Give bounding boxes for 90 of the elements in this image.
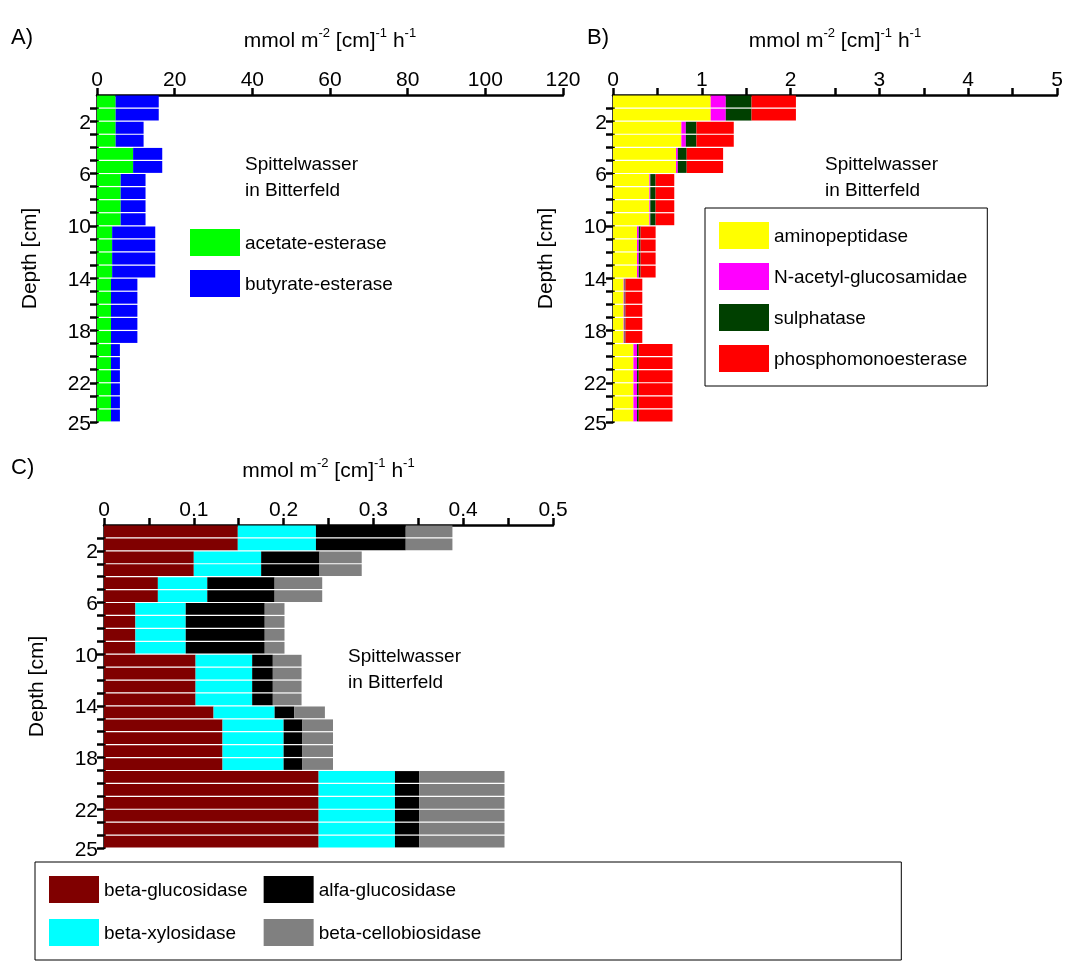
x-tick-label: 3 [873,67,886,90]
x-tick-label: 4 [962,67,975,90]
y-tick-label: 18 [74,746,98,770]
y-tick-label: 10 [583,214,607,238]
legend-label: alfa-glucosidase [318,879,456,900]
y-tick-label: 14 [74,694,99,718]
y-tick-label: 18 [67,318,91,342]
x-tick-label: 120 [545,67,581,90]
y-tick-label: 18 [583,318,607,342]
y-axis-title: Depth [cm] [533,207,556,310]
x-tick-label: 1 [695,67,708,90]
bar [237,525,316,538]
legend-label: phosphomonoesterase [774,348,968,369]
bar [613,409,634,422]
y-tick-label: 10 [67,214,91,238]
bar [710,95,726,108]
bar [97,95,116,108]
bar [751,95,796,108]
bar [613,95,711,108]
bar [112,252,156,265]
bar [115,95,159,108]
y-tick-label: 14 [583,266,608,290]
y-tick-label: 6 [595,161,607,185]
bar [725,95,752,108]
x-tick-label: 0.4 [448,497,479,520]
bar [195,680,253,693]
bar [405,525,453,538]
bar [751,108,796,121]
bar [104,835,319,848]
x-tick-label: 0.1 [179,497,209,520]
y-tick-label: 6 [86,591,98,615]
legend-label: N-acetyl-glucosamidae [774,266,968,287]
bar [638,409,673,422]
x-tick-label: 100 [467,67,503,90]
y-tick-label: 6 [79,161,91,185]
legend-label: beta-cellobiosidase [318,922,482,943]
bar [394,835,420,848]
y-tick-label: 10 [74,642,98,666]
x-tick-label: 20 [162,67,187,90]
bar [97,409,111,422]
y-tick-label: 22 [583,371,607,395]
y-axis-title: Depth [cm] [24,635,47,738]
x-tick-label: 0.2 [269,497,299,520]
bar [110,409,120,422]
y-tick-label: 25 [583,410,607,434]
bar [252,680,273,693]
annotation: Spittelwasser in Bitterfeld [245,152,364,200]
bar [725,108,752,121]
bar [640,252,656,265]
bar [318,835,395,848]
legend-label: acetate-esterase [245,232,387,253]
bar [419,835,505,848]
legend-label: beta-glucosidase [104,879,248,900]
x-tick-label: 0.3 [358,497,388,520]
x-tick-label: 0.5 [538,497,568,520]
y-tick-label: 22 [67,371,91,395]
x-tick-label: 40 [240,67,265,90]
y-tick-label: 25 [74,836,98,860]
bar [272,680,302,693]
y-axis-title: Depth [cm] [17,207,40,310]
chart-title: B) [587,23,609,49]
y-tick-label: 2 [595,109,607,133]
bar [104,525,238,538]
bar [710,108,726,121]
y-tick-label: 22 [74,797,98,821]
x-tick-label: 2 [784,67,797,90]
x-tick-label: 80 [395,67,420,90]
y-tick-label: 25 [67,410,91,434]
y-tick-label: 2 [79,109,91,133]
chart-title: C) [11,453,35,479]
y-tick-label: 14 [67,266,92,290]
bar [613,252,637,265]
x-tick-label: 0 [607,67,619,90]
x-tick-label: 0 [98,497,110,520]
legend-label: sulphatase [774,307,866,328]
x-tick-label: 5 [1051,67,1063,90]
bar [633,409,637,422]
legend-label: butyrate-esterase [245,273,393,294]
chart-title: A) [11,23,33,49]
bar [104,680,196,693]
bar [97,252,113,265]
annotation: Spittelwasser in Bitterfeld [348,644,467,692]
annotation: Spittelwasser in Bitterfeld [825,152,944,200]
x-tick-label: 60 [318,67,342,90]
y-tick-label: 2 [86,539,98,563]
x-tick-label: 0 [91,67,103,90]
bar [405,538,453,551]
legend-label: beta-xylosidase [104,922,237,943]
legend-label: aminopeptidase [774,225,909,246]
bar [252,693,273,706]
